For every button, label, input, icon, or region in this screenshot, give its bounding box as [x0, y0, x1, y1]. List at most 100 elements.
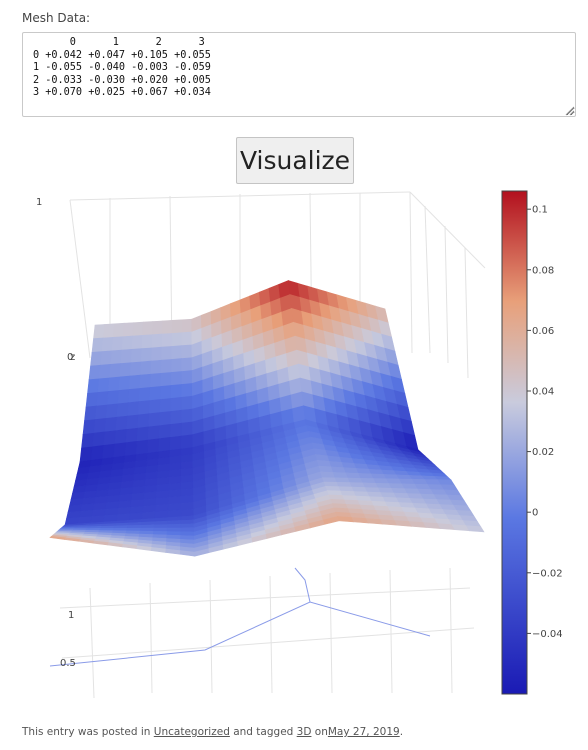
surface-cell: [147, 425, 160, 441]
surface-cell: [166, 527, 181, 533]
surface-cell: [113, 442, 127, 458]
surface-cell: [148, 412, 161, 428]
surface-cell: [140, 360, 152, 376]
surface-cell: [149, 386, 162, 401]
z-axis-label: z: [70, 352, 75, 363]
surface-cell: [181, 408, 193, 424]
surface-cell: [180, 519, 195, 525]
surface-cell: [150, 359, 162, 375]
surface-cell: [155, 490, 170, 499]
surface-cell: [132, 321, 144, 337]
surface-cell: [84, 405, 97, 422]
date-link[interactable]: May 27, 2019: [327, 726, 400, 738]
surface-cell: [88, 364, 101, 381]
surface-cell: [160, 372, 172, 387]
surface-cell: [159, 411, 172, 427]
visualize-button[interactable]: Visualize: [236, 137, 354, 184]
surface-cell: [148, 399, 161, 415]
surface-cell: [171, 332, 183, 347]
surface-cell: [465, 525, 485, 533]
surface-cell: [170, 409, 182, 425]
surface-projection-line: [49, 601, 431, 667]
surface-cell: [181, 344, 193, 359]
floor-tick-1: 1: [68, 610, 74, 621]
surface-cell: [151, 346, 163, 362]
footer-suffix: .: [399, 726, 404, 738]
surface-cell: [126, 414, 139, 430]
surface-cell: [180, 494, 194, 504]
colorbar-tick-label: 0.1: [532, 205, 548, 216]
surface-cell: [100, 350, 113, 366]
colorbar-tick-label: 0.04: [532, 386, 554, 397]
surface-cell: [171, 358, 183, 373]
surface-cell: [153, 520, 169, 526]
surface-cell: [139, 373, 152, 389]
surface-cell: [92, 431, 106, 448]
surface-projection-line-2: [294, 567, 311, 603]
surface-cell: [141, 511, 156, 520]
surface-cell: [126, 524, 142, 529]
surface-cell: [93, 418, 107, 434]
surface-cell: [103, 430, 117, 446]
surface-cell: [114, 429, 128, 445]
surface-cell: [105, 403, 119, 419]
surface-cell: [90, 351, 103, 367]
mesh-data-textarea[interactable]: 0 1 2 3 0 +0.042 +0.047 +0.105 +0.055 1 …: [22, 32, 576, 117]
surface-cell: [161, 346, 173, 361]
surface-cell: [171, 345, 183, 360]
colorbar-tick-label: 0: [532, 508, 538, 519]
surface-mesh: [49, 280, 485, 557]
colorbar-tick-label: −0.04: [532, 629, 563, 640]
surface-cell: [115, 415, 128, 432]
surface-cell: [169, 435, 182, 451]
surface-cell: [151, 333, 163, 349]
resize-grip-icon[interactable]: [565, 106, 575, 116]
surface-cell: [170, 422, 182, 438]
floor-tick-0-5: 0.5: [60, 658, 76, 669]
mesh-data-label: Mesh Data:: [22, 11, 91, 25]
surface-cell: [79, 446, 93, 463]
surface-cell: [160, 359, 173, 374]
surface-cell: [180, 527, 195, 533]
surface-cell: [181, 395, 193, 411]
colorbar-tick-label: 0.06: [532, 326, 554, 337]
surface-cell: [116, 513, 131, 522]
surface-cell: [102, 323, 115, 339]
surface-cell: [85, 392, 99, 408]
surface-cell: [94, 404, 108, 420]
surface-cell: [155, 503, 169, 513]
surface-cell: [136, 426, 150, 442]
surface-cell: [96, 391, 109, 407]
surface-cell: [128, 512, 144, 521]
surface-cell: [149, 372, 162, 388]
surface-cell: [158, 424, 171, 440]
surface-cell: [154, 510, 169, 519]
surface-cell: [130, 348, 143, 364]
surface-cell: [100, 525, 116, 529]
surface-cell: [117, 389, 130, 405]
surface-plot[interactable]: z 1 0 1 0.5 0.1 0.08 0.06 0.04 0.02 0 −0.02 −0.…: [0, 188, 588, 708]
surface-cell: [141, 334, 153, 349]
surface-cell: [160, 385, 172, 400]
surface-cell: [167, 509, 182, 518]
colorbar: [501, 190, 528, 695]
surface-cell: [125, 427, 139, 444]
surface-cell: [120, 348, 133, 364]
surface-cell: [181, 370, 193, 385]
surface-cell: [181, 357, 193, 372]
category-link[interactable]: Uncategorized: [153, 726, 230, 738]
post-meta-footer: This entry was posted in Uncategorized a…: [22, 726, 403, 738]
surface-cell: [104, 416, 118, 433]
surface-cell: [129, 361, 142, 377]
surface-cell: [124, 441, 138, 457]
surface-cell: [129, 505, 144, 515]
surface-cell: [91, 337, 104, 353]
surface-cell: [101, 336, 114, 352]
surface-cell: [152, 320, 164, 336]
surface-cell: [180, 501, 194, 511]
surface-cell: [138, 400, 151, 416]
colorbar-ticks: 0.1 0.08 0.06 0.04 0.02 0 −0.02 −0.04: [527, 205, 563, 640]
surface-cell: [171, 319, 183, 334]
tag-link[interactable]: 3D: [296, 726, 312, 738]
surface-cell: [323, 481, 340, 488]
